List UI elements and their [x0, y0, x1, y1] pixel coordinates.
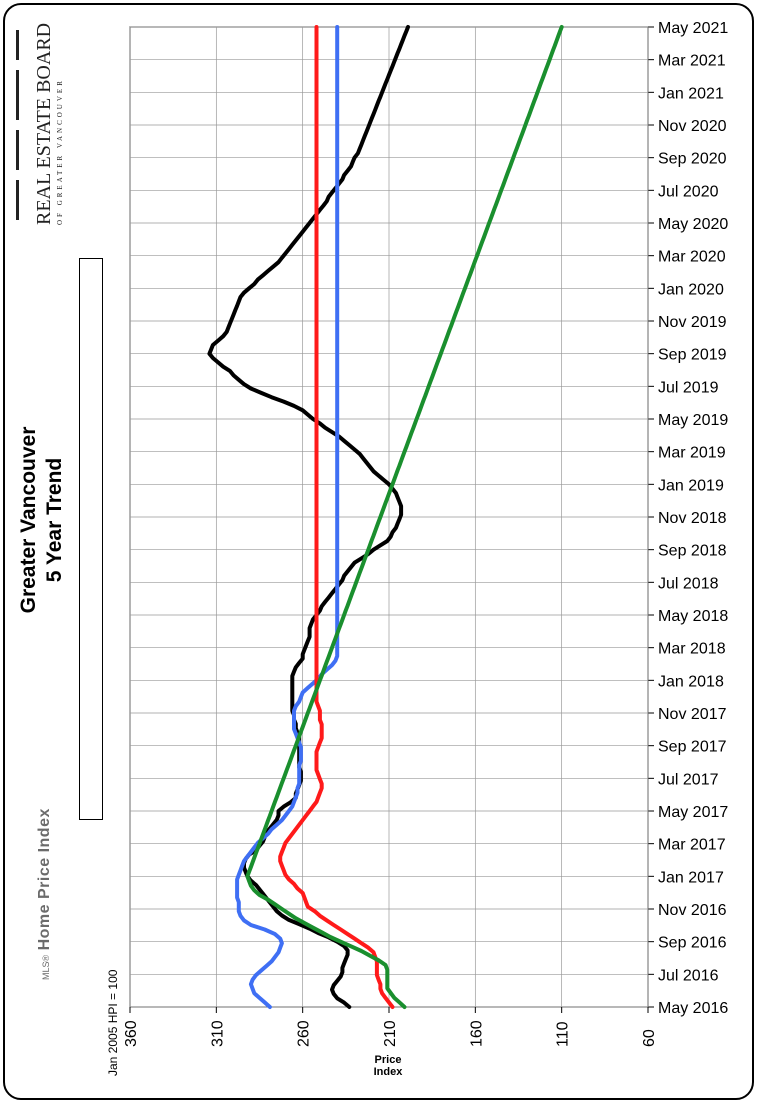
time-tick-label: Sep 2017: [658, 739, 727, 756]
time-tick-label: Jan 2019: [658, 477, 724, 494]
time-tick-label: May 2019: [658, 412, 728, 429]
time-tick-label: Jul 2017: [658, 771, 719, 788]
time-tick-label: Jan 2018: [658, 673, 724, 690]
time-tick-label: Sep 2018: [658, 543, 727, 560]
value-tick-label: 110: [555, 1021, 572, 1047]
time-tick-label: Mar 2018: [658, 641, 726, 658]
time-tick-label: May 2017: [658, 804, 728, 821]
time-tick-label: Mar 2021: [658, 53, 726, 70]
board-subtitle: OF GREATER VANCOUVER: [56, 78, 64, 225]
board-name: REAL ESTATE BOARD: [33, 23, 55, 225]
value-tick-label: 210: [382, 1020, 399, 1047]
time-tick-label: Sep 2016: [658, 935, 727, 952]
time-tick-label: Nov 2020: [658, 118, 727, 135]
chart-title-line-2: 5 Year Trend: [43, 457, 66, 583]
value-tick-label: 360: [123, 1020, 140, 1047]
chart-title: Greater Vancouver 5 Year Trend: [16, 400, 68, 640]
mls-index-name: Home Price Index: [36, 808, 53, 951]
series-line-apartment: [245, 25, 564, 1009]
chart-title-line-1: Greater Vancouver: [17, 426, 40, 614]
mls-prefix: MLS®: [41, 954, 51, 980]
time-tick-label: Sep 2019: [658, 347, 727, 364]
value-axis-label: Price Index: [373, 1054, 403, 1078]
value-tick-label: 260: [296, 1020, 313, 1047]
time-tick-label: Nov 2018: [658, 510, 727, 527]
time-tick-label: Nov 2017: [658, 706, 727, 723]
mls-home-price-index-logo: MLS® Home Price Index: [36, 808, 54, 980]
chart-frame: [3, 3, 754, 1100]
time-tick-label: Jan 2021: [658, 85, 724, 102]
series-line-townhouse: [278, 25, 395, 1009]
time-tick-label: May 2016: [658, 1000, 728, 1017]
time-tick-label: Jul 2016: [658, 967, 719, 984]
time-tick-label: Mar 2020: [658, 249, 726, 266]
time-tick-label: May 2018: [658, 608, 728, 625]
series-line-detached: [235, 25, 340, 1009]
hpi-base-note: Jan 2005 HPI = 100: [106, 969, 120, 1076]
time-tick-label: Nov 2016: [658, 902, 727, 919]
time-tick-label: Mar 2017: [658, 837, 726, 854]
time-tick-label: Mar 2019: [658, 445, 726, 462]
time-tick-label: Jan 2020: [658, 281, 724, 298]
value-tick-label: 310: [209, 1020, 226, 1047]
time-tick-label: Jan 2017: [658, 869, 724, 886]
value-tick-label: 160: [468, 1020, 485, 1047]
time-tick-label: Jul 2020: [658, 183, 719, 200]
time-tick-label: May 2021: [658, 20, 728, 37]
time-tick-label: Jul 2019: [658, 379, 719, 396]
board-logo: REAL ESTATE BOARD OF GREATER VANCOUVER: [14, 20, 76, 235]
time-tick-label: Sep 2020: [658, 151, 727, 168]
time-tick-label: Nov 2019: [658, 314, 727, 331]
time-tick-label: Jul 2018: [658, 575, 719, 592]
time-tick-label: May 2020: [658, 216, 728, 233]
legend: [79, 258, 103, 820]
value-tick-label: 60: [641, 1029, 658, 1047]
